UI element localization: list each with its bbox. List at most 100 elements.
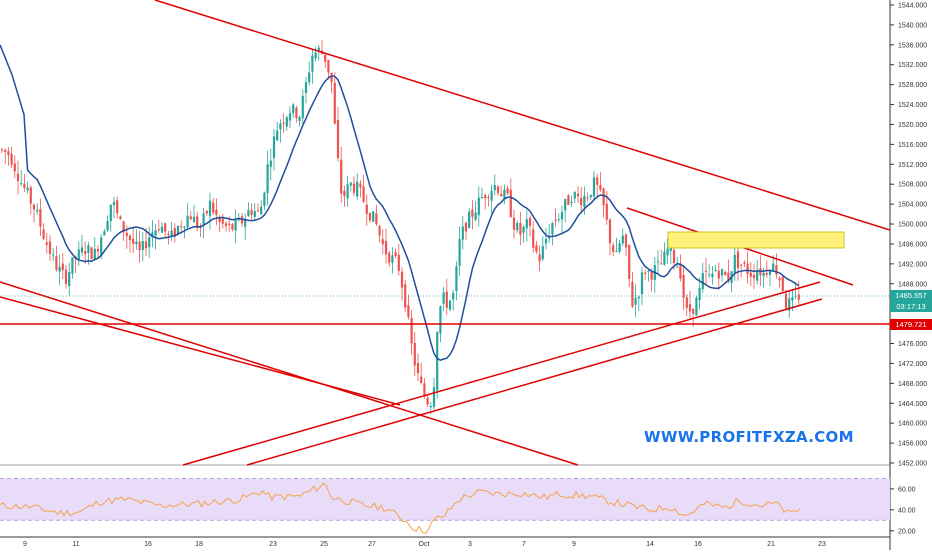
candle-body <box>170 230 173 236</box>
candle-body <box>612 245 615 252</box>
date-tick-label: Oct <box>419 541 430 548</box>
candle-body <box>743 262 746 264</box>
date-tick-label: 16 <box>694 541 702 548</box>
candle-body <box>180 226 183 228</box>
candle-body <box>32 204 36 210</box>
candle-body <box>592 177 596 197</box>
candle-body <box>506 188 509 194</box>
candle-body <box>397 254 400 271</box>
candle-body <box>205 211 208 214</box>
candle-body <box>164 223 167 232</box>
rsi-tick-label: 60.00 <box>898 486 916 493</box>
candle-body <box>308 72 311 83</box>
candle-body <box>605 203 608 220</box>
date-tick-label: 25 <box>320 541 328 548</box>
candle-body <box>90 247 93 260</box>
candle-body <box>13 163 16 172</box>
candle-body <box>650 272 653 280</box>
candle-body <box>52 254 55 256</box>
candle-body <box>477 197 480 216</box>
candle-body <box>532 229 535 248</box>
candle-body <box>525 219 528 229</box>
date-tick-label: 16 <box>144 541 152 548</box>
candle-body <box>58 266 61 272</box>
candle-body <box>368 212 372 221</box>
candle-body <box>756 271 759 281</box>
candle-body <box>685 297 688 308</box>
rising-support-line-2 <box>246 298 823 466</box>
candle-body <box>637 296 640 299</box>
candle-body <box>781 276 784 291</box>
rsi-tick-label: 40.00 <box>898 507 916 514</box>
candle-body <box>39 209 42 227</box>
candle-body <box>535 245 538 252</box>
candle-body <box>218 216 221 222</box>
candle-body <box>740 264 743 266</box>
candle-body <box>391 255 394 263</box>
price-tick-label: 1460.000 <box>898 421 927 428</box>
candle-body <box>282 122 285 124</box>
candle-body <box>84 251 87 255</box>
candle-body <box>378 226 381 236</box>
candle-body <box>394 251 397 257</box>
candle-body <box>698 288 701 301</box>
candle-body <box>455 266 458 292</box>
date-tick-label: 9 <box>23 541 27 548</box>
candle-body <box>580 197 583 206</box>
candle-body <box>20 183 23 185</box>
candle-body <box>362 186 365 202</box>
candle-body <box>23 183 26 189</box>
date-tick-label: 18 <box>195 541 203 548</box>
candle-body <box>778 278 781 281</box>
candle-body <box>208 200 212 217</box>
candle-body <box>247 209 250 217</box>
candle-body <box>29 187 32 204</box>
candle-body <box>221 218 224 224</box>
candle-body <box>503 189 506 199</box>
candle-body <box>298 116 301 121</box>
candle-body <box>317 47 320 51</box>
date-tick-label: 23 <box>269 541 277 548</box>
candle-body <box>647 270 650 272</box>
candle-body <box>154 230 157 236</box>
candle-body <box>340 159 343 194</box>
candle-body <box>714 270 717 272</box>
price-tick-label: 1544.000 <box>898 3 927 10</box>
candle-body <box>788 298 791 311</box>
candle-body <box>410 318 413 344</box>
candle-body <box>260 206 263 215</box>
candle-body <box>196 216 199 229</box>
candle-body <box>631 281 634 307</box>
candle-body <box>388 252 391 263</box>
candle-body <box>727 272 730 282</box>
candle-body <box>484 195 487 199</box>
candle-body <box>692 308 695 314</box>
candle-body <box>276 130 279 141</box>
candle-body <box>432 387 436 408</box>
candle-body <box>26 187 29 191</box>
candle-body <box>71 257 74 274</box>
candle-body <box>474 212 477 220</box>
candle-body <box>688 304 692 312</box>
candle-body <box>87 245 90 253</box>
candle-body <box>791 297 794 301</box>
candle-body <box>407 305 410 317</box>
rsi-tick-label: 20.00 <box>898 528 916 535</box>
candle-body <box>7 151 10 155</box>
date-tick-label: 23 <box>818 541 826 548</box>
candle-body <box>448 300 452 310</box>
candle-body <box>359 183 362 188</box>
candle-body <box>772 263 775 271</box>
candle-body <box>132 238 135 244</box>
candle-body <box>212 202 215 213</box>
candle-body <box>141 241 144 250</box>
candle-body <box>436 332 439 391</box>
candle-body <box>122 221 125 233</box>
candle-body <box>784 293 788 309</box>
candle-body <box>724 271 727 276</box>
candle-body <box>589 194 592 198</box>
candle-body <box>413 343 416 366</box>
candle-body <box>596 177 599 185</box>
